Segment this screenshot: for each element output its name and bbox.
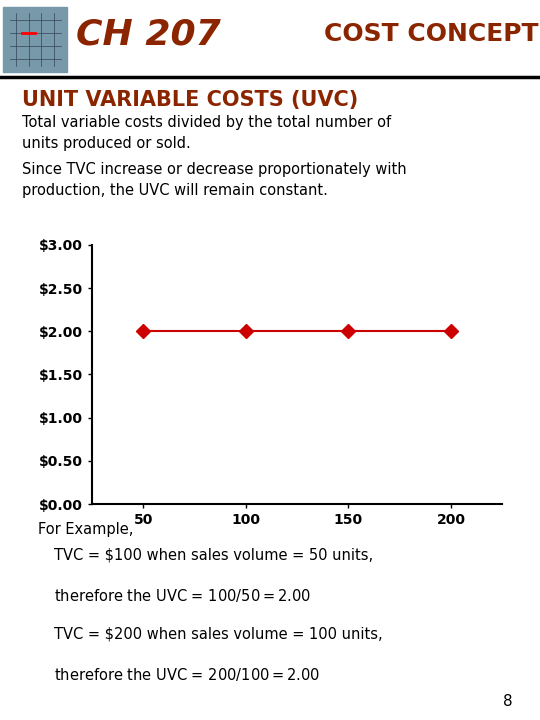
Text: 8: 8 (503, 694, 513, 709)
Text: UNIT VARIABLE COSTS (UVC): UNIT VARIABLE COSTS (UVC) (22, 90, 358, 110)
Text: TVC = $200 when sales volume = 100 units,: TVC = $200 when sales volume = 100 units… (54, 626, 383, 642)
Text: CH 207: CH 207 (76, 17, 220, 51)
Text: Total variable costs divided by the total number of
units produced or sold.: Total variable costs divided by the tota… (22, 115, 391, 151)
Text: TVC = $100 when sales volume = 50 units,: TVC = $100 when sales volume = 50 units, (54, 547, 373, 562)
Text: COST CONCEPTS: COST CONCEPTS (324, 22, 540, 46)
Text: For Example,: For Example, (38, 522, 133, 537)
Text: Since TVC increase or decrease proportionately with
production, the UVC will rem: Since TVC increase or decrease proportio… (22, 162, 406, 198)
Text: therefore the UVC = $200/100 = $2.00: therefore the UVC = $200/100 = $2.00 (54, 666, 320, 683)
Text: therefore the UVC = $100/50 = $2.00: therefore the UVC = $100/50 = $2.00 (54, 587, 311, 604)
